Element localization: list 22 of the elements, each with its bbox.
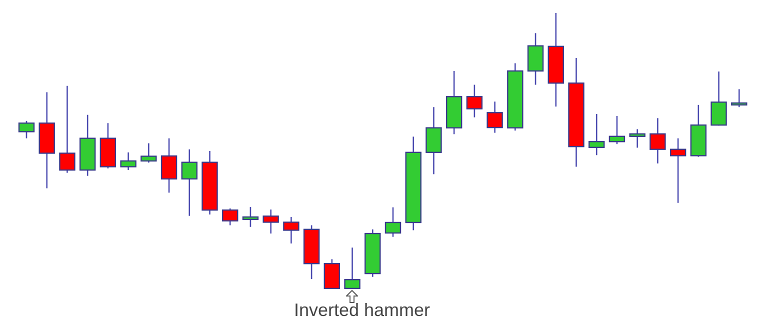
candlestick — [140, 142, 157, 164]
candlestick — [384, 206, 402, 238]
candlestick — [731, 88, 748, 108]
candlestick — [120, 152, 136, 171]
candlestick — [160, 138, 178, 194]
candlestick — [710, 70, 727, 126]
candlestick — [608, 115, 626, 145]
candlestick — [59, 85, 76, 174]
candlestick — [629, 128, 646, 148]
candlestick — [242, 206, 259, 228]
candlestick — [670, 138, 686, 204]
candlestick — [283, 216, 300, 244]
candlestick — [486, 100, 503, 134]
candlestick — [222, 208, 238, 226]
candlestick — [262, 208, 279, 234]
text: Inverted hammer — [292, 300, 432, 321]
candlestick — [466, 84, 483, 118]
candlestick — [181, 148, 198, 217]
candlestick — [344, 246, 360, 289]
candlestick — [588, 113, 605, 156]
candlestick — [18, 120, 35, 139]
candlestick — [650, 118, 666, 164]
